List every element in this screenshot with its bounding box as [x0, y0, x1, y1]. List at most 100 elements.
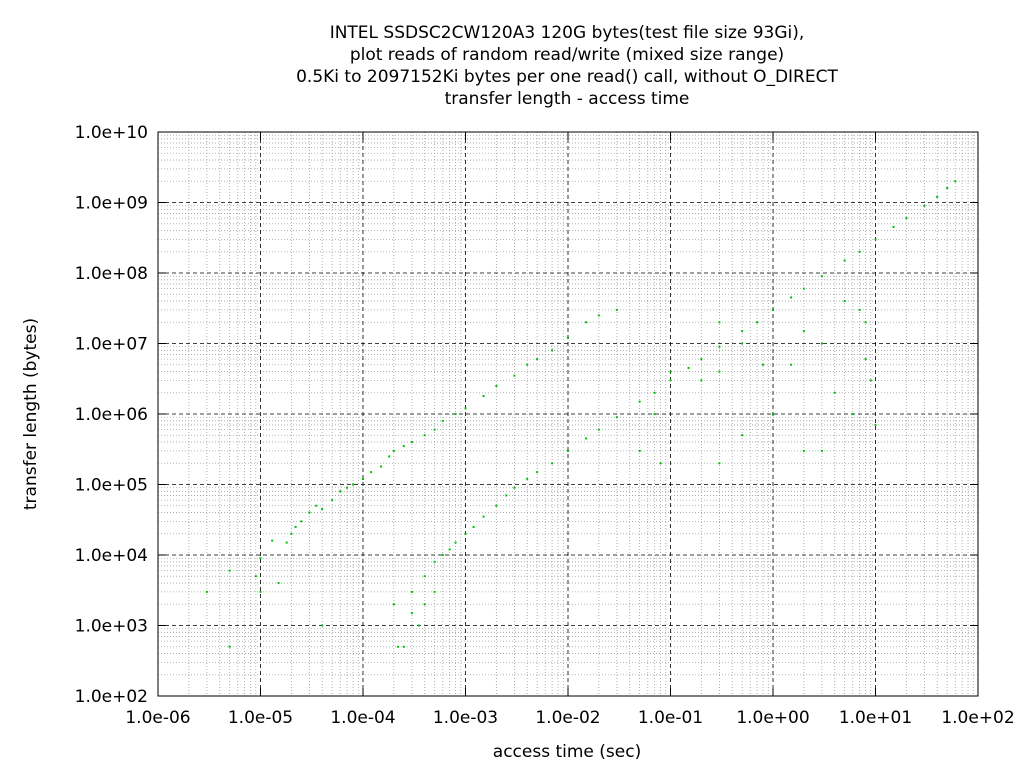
data-point — [308, 511, 311, 514]
data-point — [417, 624, 420, 627]
data-point — [741, 342, 744, 345]
data-point — [874, 423, 877, 426]
points-layer — [205, 180, 957, 648]
y-tick-label: 1.0e+02 — [75, 687, 148, 707]
data-point — [259, 557, 262, 560]
data-point — [464, 407, 467, 410]
y-tick-label: 1.0e+05 — [75, 476, 148, 496]
data-point — [228, 645, 231, 648]
data-point — [858, 250, 861, 253]
y-tick-label: 1.0e+03 — [75, 617, 148, 637]
x-tick-label: 1.0e+00 — [736, 708, 809, 728]
title-line: plot reads of random read/write (mixed s… — [350, 45, 784, 65]
data-point — [756, 321, 759, 324]
data-point — [597, 428, 600, 431]
data-point — [536, 471, 539, 474]
data-point — [653, 413, 656, 415]
data-point — [433, 560, 436, 563]
ticks-layer: 1.0e-06 1.0e-05 1.0e-04 1.0e-03 1.0e-02 1.0e-… — [75, 123, 1015, 728]
data-point — [277, 582, 280, 585]
data-point — [820, 449, 823, 452]
x-tick-label: 1.0e+02 — [941, 708, 1014, 728]
data-point — [290, 532, 293, 535]
data-point — [936, 195, 939, 198]
data-point — [495, 504, 498, 507]
data-point — [513, 486, 516, 489]
x-tick-label: 1.0e-03 — [433, 708, 498, 728]
data-point — [762, 363, 765, 366]
data-point — [923, 204, 926, 207]
data-point — [843, 300, 846, 303]
data-point — [567, 336, 569, 339]
data-point — [718, 462, 721, 465]
data-point — [505, 494, 508, 497]
data-point — [851, 413, 854, 415]
data-point — [448, 548, 451, 551]
data-point — [687, 366, 690, 369]
data-point — [954, 180, 957, 183]
data-point — [380, 465, 383, 468]
data-point — [472, 525, 475, 528]
data-point — [843, 259, 846, 262]
x-tick-label: 1.0e+01 — [839, 708, 912, 728]
data-point — [205, 590, 208, 593]
y-tick-label: 1.0e+07 — [75, 335, 148, 355]
data-point — [946, 187, 949, 190]
data-point — [659, 462, 662, 465]
data-point — [441, 419, 444, 422]
data-point — [615, 308, 618, 311]
data-point — [464, 532, 467, 535]
data-point — [397, 645, 400, 648]
data-point — [718, 345, 721, 348]
data-point — [402, 645, 405, 648]
data-point — [653, 391, 656, 394]
data-point — [495, 384, 498, 387]
data-point — [482, 395, 485, 398]
data-point — [402, 445, 405, 448]
x-axis-label: access time (sec) — [493, 742, 641, 762]
data-point — [433, 590, 436, 593]
data-point — [331, 499, 334, 502]
data-point — [321, 507, 324, 510]
data-point — [869, 379, 872, 382]
data-point — [388, 455, 391, 458]
data-point — [346, 486, 349, 489]
data-point — [482, 515, 485, 518]
x-tick-label: 1.0e-02 — [535, 708, 600, 728]
data-point — [905, 217, 908, 220]
data-point — [294, 525, 297, 528]
y-tick-label: 1.0e+06 — [75, 405, 148, 425]
data-point — [526, 363, 529, 366]
data-point — [638, 400, 641, 403]
data-point — [228, 569, 231, 572]
data-point — [410, 590, 413, 593]
data-point — [321, 624, 324, 627]
data-point — [441, 554, 444, 556]
data-point — [597, 314, 600, 317]
data-point — [615, 416, 618, 419]
data-point — [741, 434, 744, 437]
data-point — [700, 358, 703, 361]
data-point — [802, 287, 805, 290]
data-point — [669, 370, 672, 373]
data-point — [772, 413, 774, 415]
data-point — [864, 321, 867, 324]
data-point — [567, 449, 569, 452]
data-point — [423, 603, 426, 606]
data-point — [802, 330, 805, 333]
y-tick-label: 1.0e+04 — [75, 546, 148, 566]
data-point — [790, 296, 793, 299]
data-point — [551, 349, 554, 352]
x-tick-label: 1.0e-05 — [228, 708, 293, 728]
data-point — [300, 520, 303, 523]
data-point — [254, 575, 257, 578]
data-point — [410, 441, 413, 444]
data-point — [433, 428, 436, 431]
data-point — [370, 471, 373, 474]
data-point — [315, 504, 318, 507]
data-point — [741, 330, 744, 333]
data-point — [526, 477, 529, 480]
data-point — [513, 374, 516, 377]
y-axis-label: transfer length (bytes) — [21, 318, 41, 510]
